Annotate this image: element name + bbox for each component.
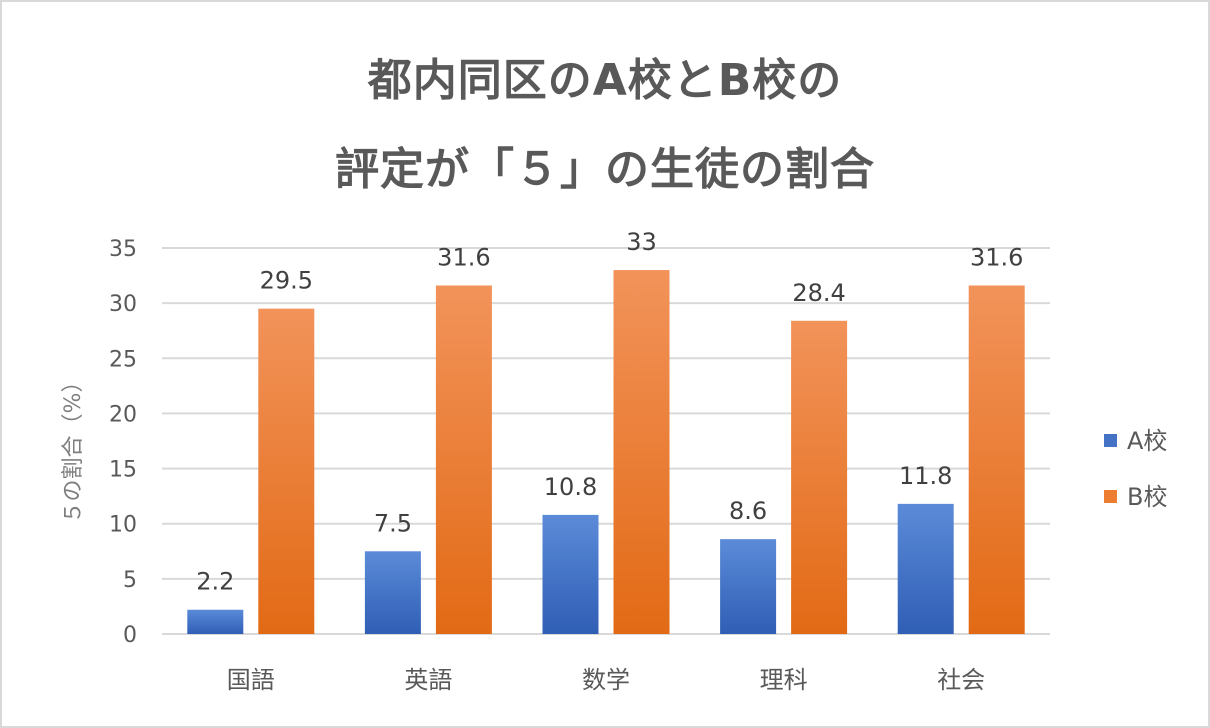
- bar-B校-国語: [258, 308, 315, 634]
- legend: A校 B校: [1104, 427, 1167, 511]
- category-labels: 国語 英語 数学 理科 社会: [227, 666, 985, 694]
- bar-A校-社会: [897, 503, 954, 634]
- bar-B校-社会: [968, 285, 1025, 634]
- bar-A校-英語: [364, 551, 421, 634]
- category-label: 数学: [582, 666, 630, 694]
- data-label: 8.6: [729, 497, 767, 525]
- data-labels: 2.2 29.5 7.5 31.6 10.8 33 8.6 28.4 11.8 31.6: [196, 228, 1023, 596]
- data-label: 28.4: [792, 279, 845, 307]
- y-tick-label: 35: [109, 237, 137, 262]
- data-label: 31.6: [437, 243, 490, 271]
- legend-label: A校: [1127, 427, 1167, 455]
- bar-A校-数学: [542, 514, 599, 634]
- y-tick-label: 30: [109, 292, 137, 317]
- y-tick-label: 5: [123, 568, 137, 593]
- legend-label: B校: [1127, 483, 1167, 511]
- y-axis-ticks: 0 5 10 15 20 25 30 35: [109, 237, 137, 648]
- bar-B校-理科: [791, 320, 848, 634]
- bar-B校-数学: [613, 270, 670, 634]
- bars: [187, 270, 1025, 634]
- data-label: 7.5: [374, 509, 412, 537]
- legend-swatch: [1104, 434, 1117, 447]
- category-label: 英語: [404, 666, 452, 694]
- chart-title-line-2: 評定が「５」の生徒の割合: [335, 144, 875, 195]
- bar-B校-英語: [435, 285, 492, 634]
- legend-swatch: [1104, 490, 1117, 503]
- y-tick-label: 15: [109, 458, 137, 483]
- y-tick-label: 10: [109, 513, 137, 538]
- category-label: 国語: [227, 666, 275, 694]
- bar-A校-国語: [187, 609, 244, 634]
- data-label: 11.8: [899, 462, 952, 490]
- category-label: 理科: [760, 666, 808, 694]
- data-label: 29.5: [260, 267, 313, 295]
- data-label: 31.6: [970, 243, 1023, 271]
- chart-title-line-1: 都内同区のA校とB校の: [367, 55, 843, 106]
- category-label: 社会: [937, 666, 985, 694]
- data-label: 10.8: [544, 473, 597, 501]
- data-label: 2.2: [196, 568, 234, 596]
- y-axis-label: ５の割合（%）: [61, 371, 86, 524]
- y-tick-label: 20: [109, 402, 137, 427]
- data-label: 33: [626, 228, 657, 256]
- y-tick-label: 0: [123, 623, 137, 648]
- y-tick-label: 25: [109, 347, 137, 372]
- bar-A校-理科: [720, 539, 777, 634]
